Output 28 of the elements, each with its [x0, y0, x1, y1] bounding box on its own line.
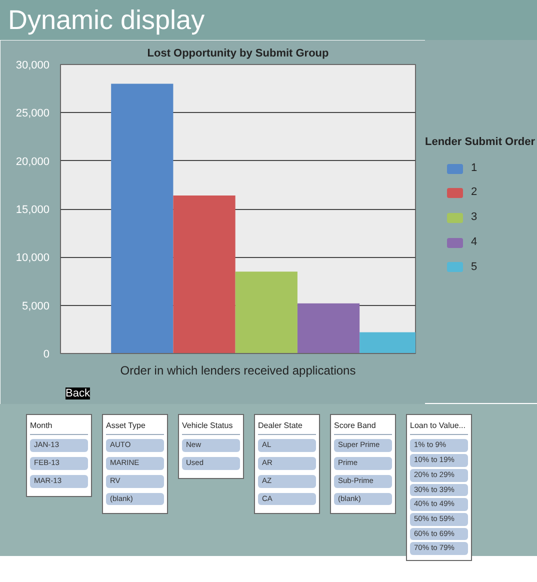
bar: [111, 84, 174, 354]
y-tick-label: 30,000: [16, 60, 50, 72]
y-tick-label: 25,000: [16, 108, 50, 120]
legend-title: Lender Submit Order: [425, 135, 536, 150]
y-tick-label: 5,000: [22, 300, 50, 312]
bar: [235, 272, 298, 354]
bar: [297, 303, 360, 354]
y-tick-label: 15,000: [16, 204, 50, 216]
text: Vehicle Status: [182, 418, 240, 436]
bar: [360, 332, 416, 354]
legend-label: 4: [471, 234, 478, 250]
legend-label: 5: [471, 260, 478, 275]
text: Back: [66, 388, 90, 400]
text: Month: [30, 418, 88, 436]
chart-title: Dynamic display: [8, 4, 205, 37]
bar: [173, 196, 236, 354]
legend-label: 3: [471, 210, 478, 226]
text: Asset Type: [106, 418, 164, 436]
text: Score Band: [334, 418, 392, 436]
chart-subtitle: Lost Opportunity by Submit Group: [147, 48, 330, 60]
y-tick-label: 0: [43, 348, 50, 360]
text: Loan to Value...: [410, 418, 468, 436]
y-tick-label: 20,000: [16, 156, 50, 168]
x-axis-title: Order in which lenders received applications: [120, 364, 356, 378]
text: Dealer State: [258, 418, 316, 436]
legend-label: 2: [471, 185, 478, 200]
legend-label: 1: [471, 160, 478, 176]
y-tick-label: 10,000: [16, 252, 50, 264]
